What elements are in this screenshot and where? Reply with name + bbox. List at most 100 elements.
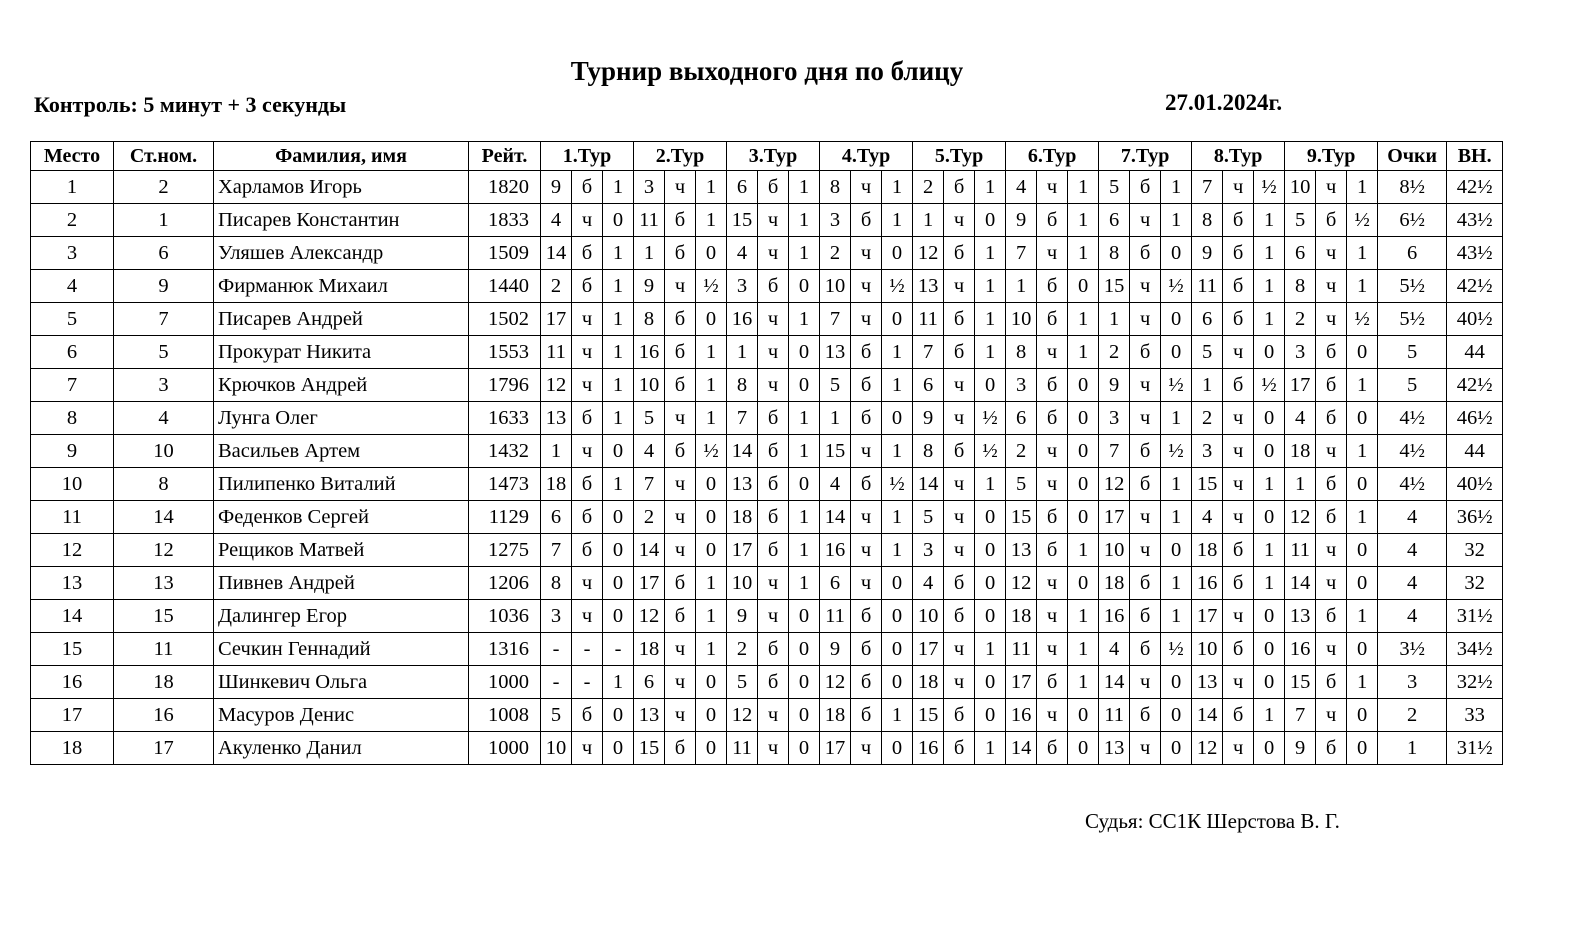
result-cell: 0: [974, 566, 1007, 600]
color-cell: ч: [1222, 665, 1255, 699]
color-cell: б: [1036, 203, 1069, 237]
result-cell: 0: [1067, 731, 1100, 765]
opponent-cell: 18: [1191, 533, 1224, 567]
color-cell: ч: [664, 665, 697, 699]
opponent-cell: 6: [1284, 236, 1317, 270]
result-cell: 0: [1160, 665, 1193, 699]
result-cell: ½: [1253, 368, 1286, 402]
header-start-number: Ст.ном.: [113, 141, 214, 171]
points-cell: 5: [1377, 335, 1448, 369]
opponent-cell: 3: [1284, 335, 1317, 369]
start-number-cell: 13: [113, 566, 214, 600]
result-cell: ½: [1253, 170, 1286, 204]
place-cell: 2: [30, 203, 114, 237]
result-cell: 0: [788, 632, 821, 666]
color-cell: б: [850, 665, 883, 699]
color-cell: б: [571, 698, 603, 732]
table-row: 14 15 Далингер Егор 1036 3 ч 0 12 б 1 9 ч 0 11 б 0 10 б 0 1…: [30, 599, 1504, 633]
opponent-cell: 2: [1098, 335, 1131, 369]
result-cell: 1: [601, 401, 635, 435]
color-cell: ч: [1036, 599, 1069, 633]
result-cell: 0: [1253, 335, 1286, 369]
color-cell: б: [943, 566, 976, 600]
result-cell: 0: [788, 698, 821, 732]
result-cell: 0: [1346, 335, 1379, 369]
color-cell: ч: [850, 269, 883, 303]
color-cell: б: [757, 401, 790, 435]
opponent-cell: 18: [1005, 599, 1038, 633]
color-cell: б: [1315, 203, 1348, 237]
start-number-cell: 2: [113, 170, 214, 204]
opponent-cell: 14: [1284, 566, 1317, 600]
points-cell: 4: [1377, 533, 1448, 567]
opponent-cell: 10: [726, 566, 759, 600]
opponent-cell: 13: [540, 401, 572, 435]
color-cell: ч: [664, 500, 697, 534]
buchholz-cell: 40½: [1446, 467, 1504, 501]
opponent-cell: 17: [540, 302, 572, 336]
opponent-cell: 12: [1005, 566, 1038, 600]
result-cell: ½: [695, 269, 728, 303]
color-cell: ч: [1129, 533, 1162, 567]
color-cell: б: [943, 236, 976, 270]
place-cell: 13: [30, 566, 114, 600]
opponent-cell: 13: [1191, 665, 1224, 699]
points-cell: 4½: [1377, 434, 1448, 468]
result-cell: 0: [695, 467, 728, 501]
color-cell: б: [1222, 302, 1255, 336]
color-cell: б: [664, 302, 697, 336]
opponent-cell: 3: [1191, 434, 1224, 468]
result-cell: 1: [1067, 599, 1100, 633]
color-cell: ч: [1129, 203, 1162, 237]
points-cell: 4: [1377, 599, 1448, 633]
color-cell: б: [664, 434, 697, 468]
opponent-cell: 16: [1191, 566, 1224, 600]
result-cell: 1: [1160, 599, 1193, 633]
opponent-cell: 13: [726, 467, 759, 501]
header-rating: Рейт.: [468, 141, 541, 171]
result-cell: 1: [788, 533, 821, 567]
result-cell: 1: [788, 434, 821, 468]
color-cell: ч: [1129, 500, 1162, 534]
opponent-cell: 16: [912, 731, 945, 765]
color-cell: ч: [1129, 269, 1162, 303]
result-cell: 0: [601, 500, 635, 534]
color-cell: б: [664, 335, 697, 369]
color-cell: ч: [571, 203, 603, 237]
opponent-cell: 10: [540, 731, 572, 765]
opponent-cell: 4: [1098, 632, 1131, 666]
opponent-cell: 10: [633, 368, 666, 402]
result-cell: 1: [1067, 533, 1100, 567]
opponent-cell: 18: [633, 632, 666, 666]
player-name-cell: Прокурат Никита: [213, 335, 469, 369]
opponent-cell: 8: [540, 566, 572, 600]
color-cell: ч: [850, 236, 883, 270]
points-cell: 6: [1377, 236, 1448, 270]
rating-cell: 1796: [468, 368, 541, 402]
color-cell: б: [850, 203, 883, 237]
points-cell: 2: [1377, 698, 1448, 732]
result-cell: 1: [974, 467, 1007, 501]
place-cell: 7: [30, 368, 114, 402]
player-name-cell: Харламов Игорь: [213, 170, 469, 204]
result-cell: 0: [881, 632, 914, 666]
color-cell: б: [1129, 566, 1162, 600]
result-cell: 0: [1160, 731, 1193, 765]
buchholz-cell: 31½: [1446, 731, 1504, 765]
points-cell: 8½: [1377, 170, 1448, 204]
buchholz-cell: 32: [1446, 566, 1504, 600]
result-cell: 1: [788, 566, 821, 600]
table-row: 17 16 Масуров Денис 1008 5 б 0 13 ч 0 12 ч 0 18 б 1 15 б 0…: [30, 698, 1504, 732]
opponent-cell: 7: [633, 467, 666, 501]
opponent-cell: 16: [1005, 698, 1038, 732]
color-cell: ч: [1315, 632, 1348, 666]
result-cell: 0: [881, 665, 914, 699]
opponent-cell: 7: [1005, 236, 1038, 270]
result-cell: ½: [974, 434, 1007, 468]
opponent-cell: 1: [1191, 368, 1224, 402]
color-cell: б: [1222, 368, 1255, 402]
header-round-8: 8.Тур: [1191, 141, 1286, 171]
result-cell: 1: [1346, 665, 1379, 699]
opponent-cell: 9: [726, 599, 759, 633]
opponent-cell: 4: [819, 467, 852, 501]
